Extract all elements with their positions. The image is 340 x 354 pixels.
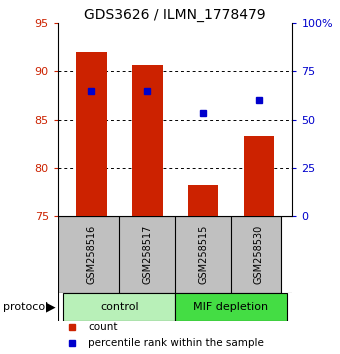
Text: GSM258516: GSM258516 [86, 225, 96, 284]
Text: percentile rank within the sample: percentile rank within the sample [88, 338, 264, 348]
Text: GSM258530: GSM258530 [254, 225, 264, 284]
Bar [175, 293, 287, 321]
Text: control: control [100, 302, 139, 312]
Text: GSM258517: GSM258517 [142, 225, 152, 284]
Text: protocol: protocol [3, 302, 49, 312]
Bar [243, 136, 274, 216]
Text: MIF depletion: MIF depletion [193, 302, 269, 312]
Text: ▶: ▶ [46, 301, 55, 314]
Bar [76, 52, 107, 216]
Bar [132, 64, 163, 216]
Bar [63, 293, 175, 321]
Bar [188, 185, 218, 216]
Title: GDS3626 / ILMN_1778479: GDS3626 / ILMN_1778479 [84, 8, 266, 22]
Text: count: count [88, 322, 118, 332]
Text: GSM258515: GSM258515 [198, 225, 208, 284]
